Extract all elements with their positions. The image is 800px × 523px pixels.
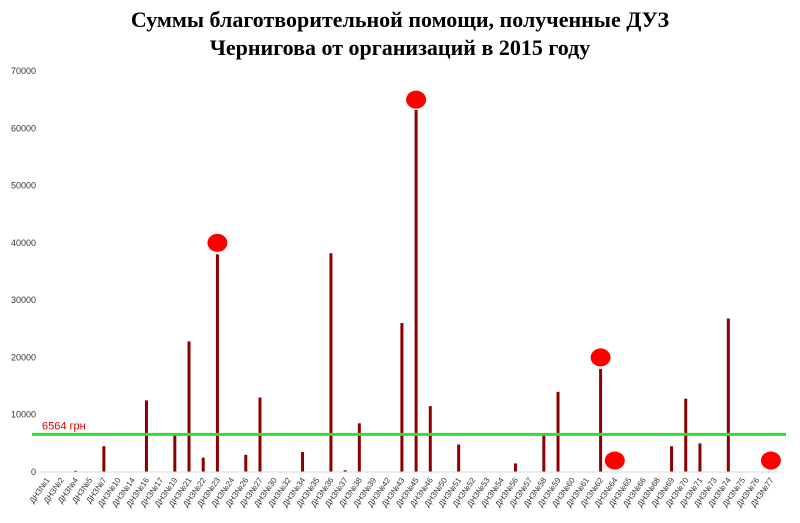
bar (201, 457, 205, 472)
bar (513, 463, 517, 472)
highlight-marker (590, 348, 611, 367)
bar (400, 323, 404, 472)
bar (187, 341, 191, 472)
bar (244, 454, 248, 472)
bar (329, 253, 333, 472)
y-tick-label: 0 (31, 467, 36, 477)
bar (542, 434, 546, 472)
y-tick-label: 30000 (11, 295, 36, 305)
bar (357, 423, 361, 472)
y-tick-label: 20000 (11, 352, 36, 362)
bar (144, 400, 148, 472)
highlight-marker (406, 90, 427, 109)
y-tick-label: 10000 (11, 410, 36, 420)
y-tick-label: 70000 (11, 66, 36, 76)
highlight-marker (760, 451, 781, 470)
bar (457, 444, 461, 472)
bar (173, 434, 177, 472)
highlight-markers (207, 90, 781, 470)
bar (73, 470, 77, 472)
bar (670, 446, 674, 472)
y-axis: 0 10000 20000 30000 40000 50000 60000 70000 (11, 66, 36, 477)
bars (73, 109, 730, 472)
bar (556, 391, 560, 472)
bar (102, 446, 106, 472)
bar (343, 470, 347, 472)
y-tick-label: 60000 (11, 123, 36, 133)
reference-line-label: 6564 грн (42, 420, 86, 432)
highlight-marker (604, 451, 625, 470)
y-tick-label: 40000 (11, 238, 36, 248)
bar (215, 254, 219, 472)
chart-title-line-2: Чернигова от организаций в 2015 году (209, 35, 591, 60)
x-axis: ДНЗ№1ДНЗ№2ДНЗ№4ДНЗ№5ДНЗ№7ДНЗ№10ДНЗ№14ДНЗ… (28, 471, 778, 509)
reference-line-group: 6564 грн (32, 420, 786, 436)
chart-title-line-1: Суммы благотворительной помощи, полученн… (130, 7, 670, 32)
bar (698, 443, 702, 472)
y-tick-label: 50000 (11, 181, 36, 191)
bar (726, 318, 730, 472)
bar (414, 109, 418, 472)
bar (599, 368, 603, 472)
bar (428, 406, 432, 472)
bar (301, 451, 305, 472)
highlight-marker (207, 233, 228, 252)
chart-title: Суммы благотворительной помощи, полученн… (0, 6, 800, 62)
